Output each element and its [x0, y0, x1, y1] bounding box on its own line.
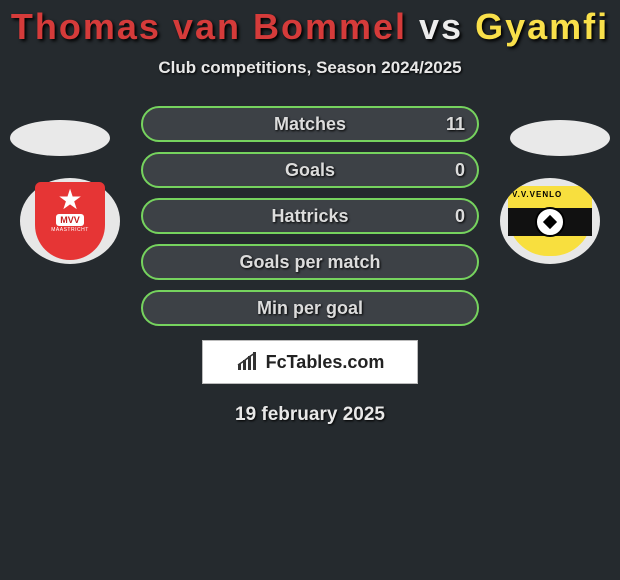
stat-right-value: 0 [455, 154, 465, 186]
player1-name: Thomas van Bommel [11, 6, 407, 47]
right-club-name: V.V.VENLO [512, 190, 562, 199]
title: Thomas van Bommel vs Gyamfi [0, 0, 620, 48]
player2-ellipse [510, 120, 610, 156]
stat-label: Goals [143, 154, 477, 186]
player2-name: Gyamfi [475, 6, 609, 47]
star-icon: ★ [57, 188, 82, 212]
stat-row-goals: Goals 0 [141, 152, 479, 188]
stat-label: Goals per match [143, 246, 477, 278]
left-club-badge: ★ MVV MAASTRICHT [20, 178, 120, 264]
stat-row-matches: Matches 11 [141, 106, 479, 142]
left-club-name: MVV [56, 214, 84, 226]
player1-ellipse [10, 120, 110, 156]
bar-chart-icon [236, 352, 260, 372]
stat-row-goals-per-match: Goals per match [141, 244, 479, 280]
left-club-ring: ★ MVV MAASTRICHT [20, 178, 120, 264]
brand-box: FcTables.com [202, 340, 418, 384]
subtitle: Club competitions, Season 2024/2025 [0, 58, 620, 78]
left-club-shield: ★ MVV MAASTRICHT [35, 182, 105, 260]
stat-row-min-per-goal: Min per goal [141, 290, 479, 326]
date-text: 19 february 2025 [0, 404, 620, 426]
stat-right-value: 11 [446, 108, 465, 140]
vs-text: vs [419, 6, 463, 47]
right-club-badge: V.V.VENLO [500, 178, 600, 264]
stat-label: Matches [143, 108, 477, 140]
brand-text: FcTables.com [266, 352, 385, 373]
stat-label: Hattricks [143, 200, 477, 232]
stat-right-value: 0 [455, 200, 465, 232]
right-club-ring: V.V.VENLO [500, 178, 600, 264]
stat-row-hattricks: Hattricks 0 [141, 198, 479, 234]
stat-label: Min per goal [143, 292, 477, 324]
soccer-ball-icon [535, 207, 565, 237]
left-club-sub: MAASTRICHT [51, 227, 89, 233]
